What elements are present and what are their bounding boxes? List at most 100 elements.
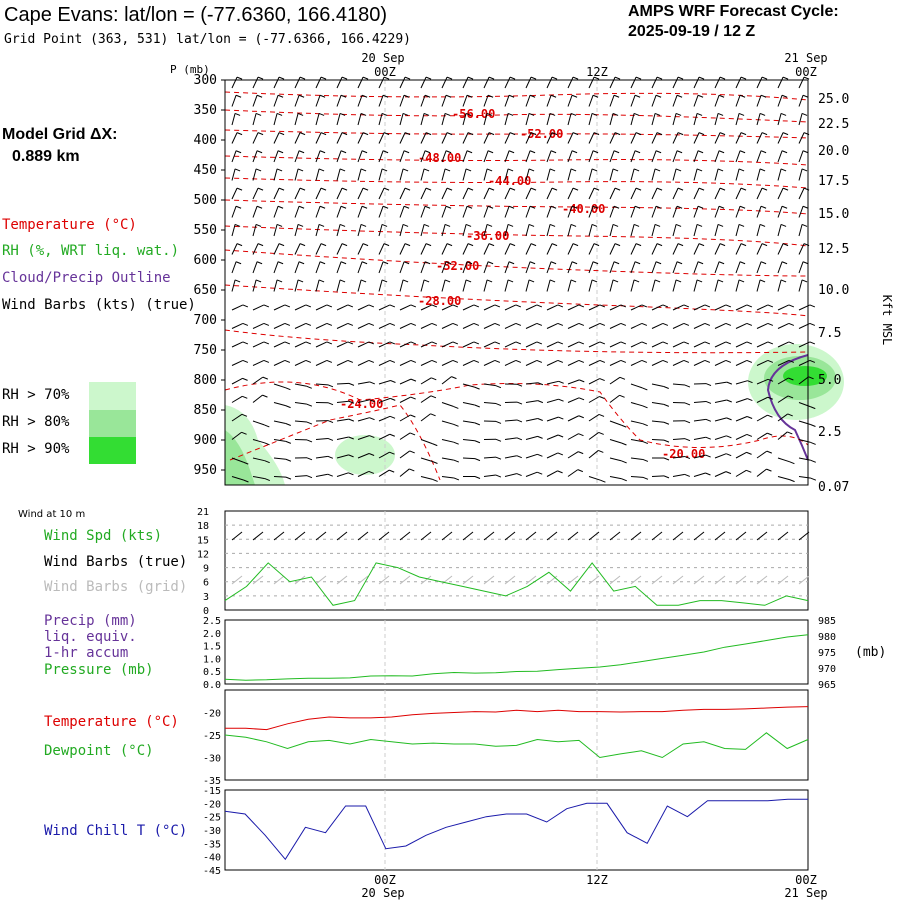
wind-barb-shaft — [294, 383, 307, 387]
wind-barb-shaft — [777, 132, 784, 144]
wind-barb-flag — [683, 359, 690, 363]
wind-barb-shaft — [315, 243, 322, 255]
wind-barb-flag — [474, 458, 481, 462]
wind-barb-shaft — [756, 450, 768, 459]
wind-barb-flag — [284, 304, 291, 308]
wind-barb-flag — [620, 341, 627, 345]
wind-barb-shaft — [231, 359, 244, 366]
wind-barb-shaft — [231, 206, 237, 218]
wind-barb-shaft — [672, 341, 685, 348]
wind-barb-flag — [726, 435, 732, 439]
wind-barb-flag — [319, 205, 326, 209]
wind-barb-flag — [808, 376, 814, 380]
wind-barb-shaft — [336, 454, 349, 459]
wind-barb-flag — [327, 473, 333, 477]
wind-barb-flag — [642, 458, 649, 462]
wind-barb-flag — [705, 472, 711, 476]
wind-barb-shaft — [651, 132, 658, 144]
wind-barb-flag — [810, 477, 817, 481]
pressure-yaxis: 965 970 975 980 985 — [818, 616, 836, 691]
wind-barb-flag — [633, 223, 640, 227]
wind-barb-shaft — [420, 395, 432, 403]
wind-barb-flag — [276, 279, 283, 283]
wind-barb-flag — [423, 223, 430, 227]
wind-barb-flag — [361, 261, 368, 265]
wind-barb-flag — [466, 150, 473, 154]
wind-barb-flag — [453, 423, 459, 427]
wind-barb-flag — [557, 322, 564, 326]
wind-barb-flag — [725, 341, 732, 345]
wind-barb-shaft — [735, 322, 748, 329]
wind-barb-shaft — [567, 433, 579, 440]
wind-barb-flag — [810, 406, 816, 410]
wind-barb-grid — [672, 575, 684, 585]
wind-barb-flag — [360, 279, 367, 283]
wind-barb-flag — [368, 470, 375, 474]
wind-barb-flag — [591, 279, 598, 283]
wind-barb-flag — [780, 223, 787, 227]
wind-barb-flag — [641, 304, 648, 308]
wind-barb-flag — [257, 243, 264, 247]
wind-barb-shaft — [777, 150, 783, 163]
wind-barb-flag — [557, 470, 563, 474]
wind-barb-flag — [361, 205, 368, 209]
wind-barb-true — [357, 531, 369, 541]
wind-barb-flag — [656, 243, 663, 247]
wind-barb-shaft — [378, 113, 383, 126]
wind-barb-shaft — [525, 279, 530, 292]
wind-barb-shaft — [777, 341, 790, 348]
wind-barb-flag — [593, 76, 600, 80]
wind-barb-flag — [381, 223, 388, 227]
wind-barb-shaft — [609, 376, 621, 385]
wind-barb-flag — [284, 322, 291, 326]
pressure-tick-label: 750 — [194, 343, 217, 358]
wind-barb-flag — [276, 168, 283, 172]
wind-barb-shaft — [420, 359, 433, 366]
wind-barb-shaft — [777, 168, 782, 181]
temp-label: -44.00 — [488, 174, 531, 188]
wind-barb-flag — [262, 376, 269, 380]
wind-barb-shaft — [504, 113, 509, 126]
wind-barb-shaft — [420, 279, 425, 292]
wind-barb-shaft — [609, 76, 616, 89]
wind-barb-flag — [382, 205, 389, 209]
temp-label: -52.00 — [520, 127, 563, 141]
windchill-tick-label: -30 — [203, 826, 221, 837]
wind-barb-flag — [788, 359, 795, 363]
wind-barb-flag — [262, 394, 268, 398]
wind-barb-flag — [577, 469, 584, 473]
wind-barb-flag — [810, 459, 816, 463]
wind-barb-flag — [453, 441, 459, 445]
wind-barb-shaft — [441, 95, 447, 107]
wind-barb-flag — [327, 455, 334, 459]
wind-barb-flag — [473, 359, 480, 363]
wind-barb-shaft — [588, 132, 595, 144]
wind-barb-grid — [756, 575, 768, 585]
wind-barb-shaft — [651, 383, 664, 387]
wind-barb-grid — [420, 575, 432, 585]
wind-barb-shaft — [420, 224, 425, 237]
wind-barb-flag — [306, 403, 313, 407]
wind-barb-shaft — [651, 113, 656, 126]
wind-barb-shaft — [546, 341, 559, 348]
wind-barb-shaft — [336, 341, 349, 348]
wind-barb-flag — [297, 223, 304, 227]
wind-barb-flag — [740, 76, 747, 80]
wind-barb-shaft — [630, 261, 636, 274]
wind-barb-shaft — [462, 76, 469, 89]
precip-tick-label: 1.5 — [203, 642, 221, 653]
wind-barb-flag — [600, 479, 606, 483]
wind-barb-flag — [738, 279, 745, 283]
wind-barb-flag — [341, 187, 348, 191]
pressure-tick-label: 850 — [194, 403, 217, 418]
wind-barb-shaft — [273, 402, 286, 407]
wind-barb-flag — [488, 76, 495, 80]
wind-barb-shaft — [462, 113, 467, 126]
wind-barb-shaft — [294, 475, 308, 477]
wind-barb-flag — [572, 132, 579, 136]
wind-barb-flag — [284, 341, 291, 345]
wind-barb-shaft — [630, 95, 636, 107]
legend-pressure: Pressure (mb) — [44, 662, 154, 678]
wind-barb-shaft — [735, 469, 747, 477]
wind-barb-shaft — [588, 76, 595, 89]
